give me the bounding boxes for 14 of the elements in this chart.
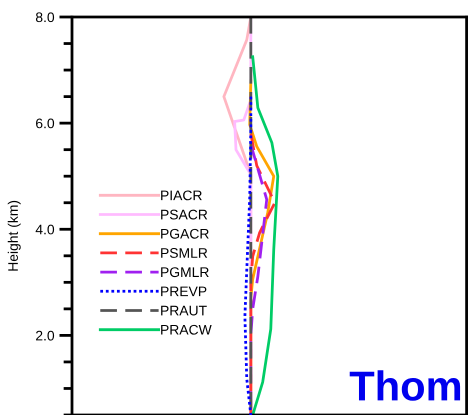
y-tick-label: 4.0 [36,224,54,234]
legend-label: PIACR [161,190,202,200]
y-tick-label: 8.0 [36,12,54,22]
legend-label: PGACR [161,228,209,239]
legend-label: PRAUT [161,306,207,316]
legend-label: PSACR [161,210,208,220]
y-tick-label: 6.0 [36,118,54,128]
legend-label: PRACW [161,324,212,335]
legend-label: PREVP [161,286,206,296]
legend-label: PSMLR [161,248,208,258]
legend-label: PGMLR [161,267,209,278]
y-tick-label: 2.0 [36,330,54,341]
text: Thom [350,370,460,401]
y-axis-title: Height (km) [8,200,21,271]
